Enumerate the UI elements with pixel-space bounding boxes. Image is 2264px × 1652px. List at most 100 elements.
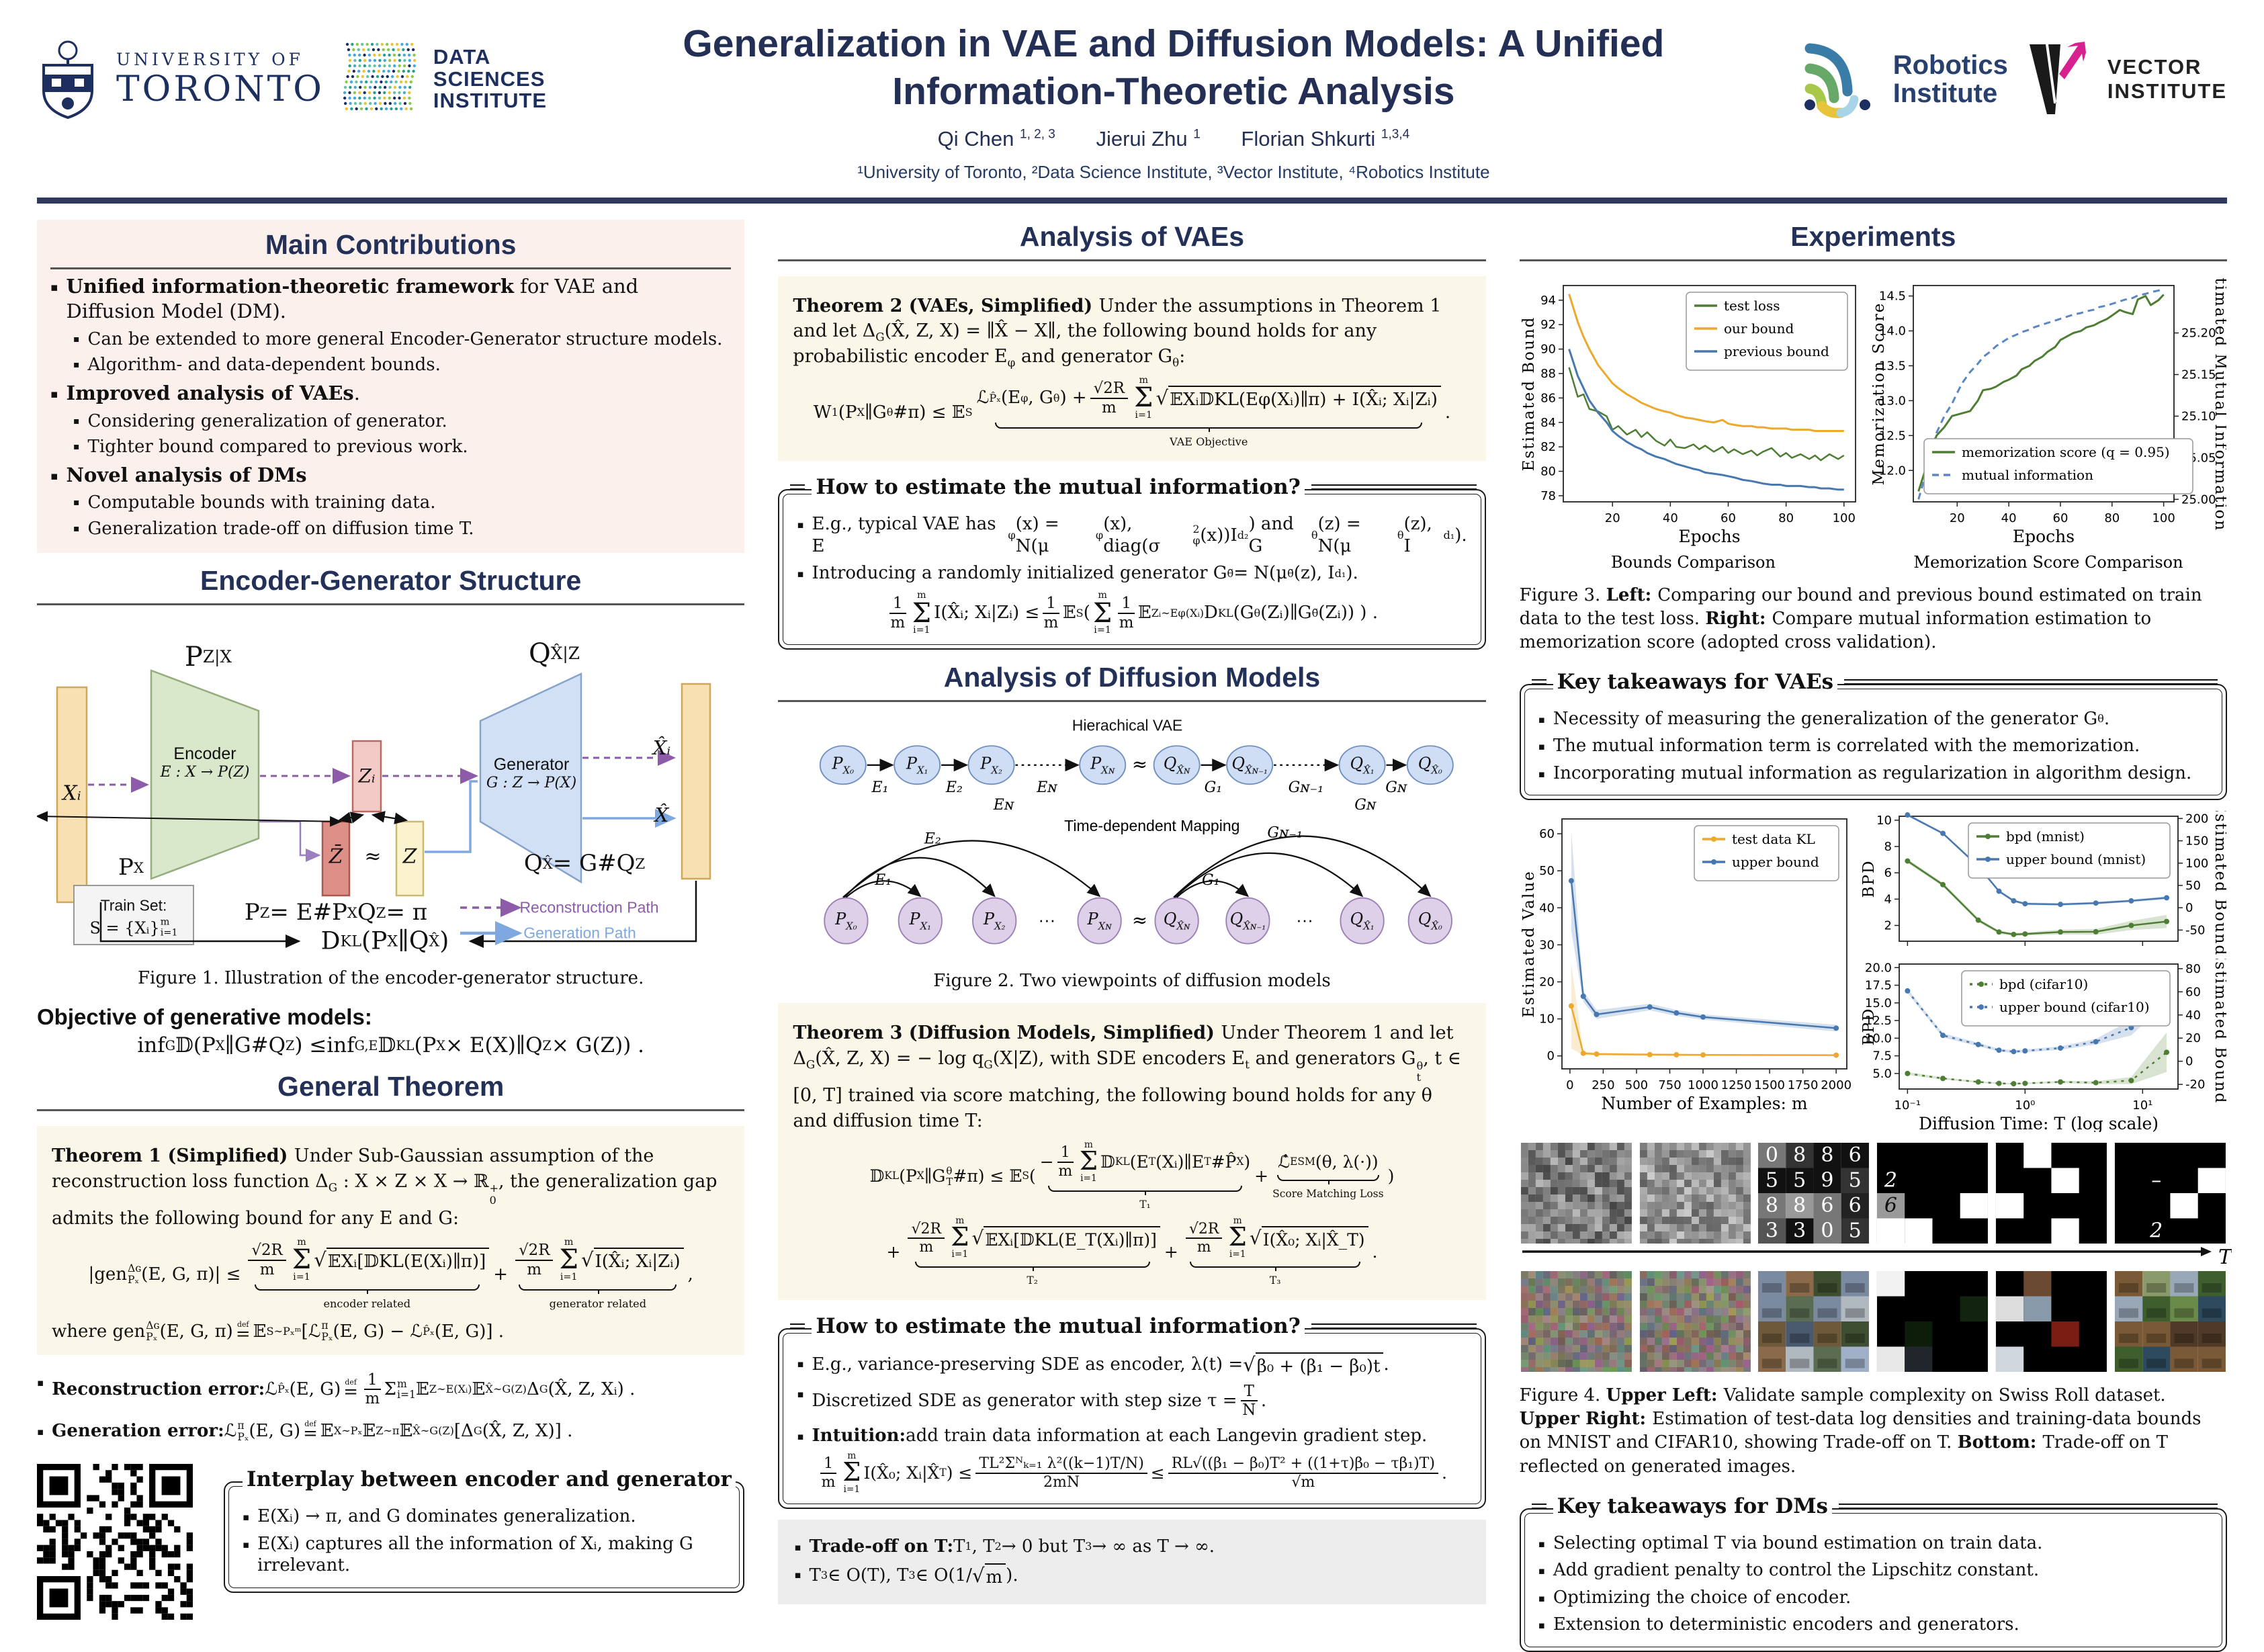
generated-sample-panel: –2 xyxy=(2114,1143,2227,1244)
svg-text:20: 20 xyxy=(2185,1032,2201,1046)
howto-vae-title: How to estimate the mutual information? xyxy=(812,475,1305,500)
svg-text:10.0: 10.0 xyxy=(1865,1032,1892,1046)
label-qx-formula: Q X̂ = G#Q Z xyxy=(523,850,646,877)
svg-text:E₁: E₁ xyxy=(874,873,891,889)
right-column: Experiments 78 80 82 84 86 88 90 92 94 20 40 60 80 10… xyxy=(1519,220,2233,1652)
svg-text:Memorization Score: Memorization Score xyxy=(1870,302,1888,485)
svg-text:3: 3 xyxy=(1766,1219,1778,1243)
svg-text:bpd (cifar10): bpd (cifar10) xyxy=(1999,976,2088,992)
experiments-title: Experiments xyxy=(1790,220,1956,252)
svg-text:14.5: 14.5 xyxy=(1879,289,1906,303)
svg-text:E₂: E₂ xyxy=(924,831,941,848)
svg-text:Gɴ: Gɴ xyxy=(1386,780,1408,797)
uoft-line2: TORONTO xyxy=(116,69,324,110)
svg-text:2000: 2000 xyxy=(1821,1078,1852,1092)
svg-text:6: 6 xyxy=(1849,1194,1862,1217)
header-divider xyxy=(37,197,2227,204)
svg-text:0: 0 xyxy=(1766,1143,1778,1167)
svg-text:100: 100 xyxy=(2152,511,2175,525)
vector-institute-icon xyxy=(2029,42,2086,114)
encoder-block-label: Encoder E : X → P(Z) xyxy=(161,744,250,781)
affiliations-line: ¹University of Toronto, ²Data Science In… xyxy=(857,161,1490,182)
svg-text:5: 5 xyxy=(1766,1169,1778,1192)
svg-text:QX̂₀: QX̂₀ xyxy=(1418,754,1442,777)
list-item: ▪ Introducing a randomly initialized gene… xyxy=(797,563,1358,584)
generated-sample-panel xyxy=(1520,1271,1633,1373)
list-item: ▪ E(Xᵢ) captures all the information of X… xyxy=(243,1533,693,1576)
svg-text:250: 250 xyxy=(1592,1078,1614,1092)
sample-image-panel: 26 xyxy=(1877,1143,1989,1244)
poster-title-line1: Generalization in VAE and Diffusion Mode… xyxy=(683,22,1665,65)
svg-text:80: 80 xyxy=(2104,511,2120,525)
figure-3-caption-text: Figure 3. Left: Comparing our bound and … xyxy=(1519,584,2202,652)
svg-text:Gɴ₋₁: Gɴ₋₁ xyxy=(1289,780,1323,797)
left-logos: UNIVERSITY OF TORONTO DATA SCIENCES INST… xyxy=(37,39,547,120)
encoder-generator-section: Encoder-Generator Structure xyxy=(37,564,745,609)
poster-title-line2: Information-Theoretic Analysis xyxy=(892,70,1455,114)
svg-text:40: 40 xyxy=(2185,1008,2201,1023)
dsi-flag-icon xyxy=(343,42,416,111)
theorem-1-body: Theorem 1 (Simplified) Under Sub-Gaussia… xyxy=(52,1145,717,1229)
theorem-1-box: Theorem 1 (Simplified) Under Sub-Gaussia… xyxy=(37,1126,745,1356)
theorem-1-where: where gen Δɢ Pₓ (E, G, π) def = 𝔼 S∼Pₓᵐ [ℒ π Pₓ… xyxy=(52,1319,505,1345)
svg-text:Diffusion Time: T (log scale): Diffusion Time: T (log scale) xyxy=(1919,1114,2159,1132)
svg-text:Epochs: Epochs xyxy=(2013,527,2075,546)
author-3-sup: 1,3,4 xyxy=(1381,127,1410,142)
takeaways-vae-title: Key takeaways for VAEs xyxy=(1553,669,1838,694)
howto-mi-dm-box: How to estimate the mutual information? … xyxy=(778,1313,1486,1510)
label-pzx: P Z|X xyxy=(184,642,232,673)
svg-text:2: 2 xyxy=(1884,1169,1897,1192)
generated-sample-panel xyxy=(1995,1143,2108,1244)
memorization-comparison-chart: 12.012.513.013.514.014.525.0025.0525.102… xyxy=(1870,276,2226,572)
svg-text:40: 40 xyxy=(1663,511,1678,525)
title-rule-left xyxy=(790,1323,806,1329)
svg-text:750: 750 xyxy=(1658,1078,1681,1092)
svg-text:0: 0 xyxy=(1821,1219,1834,1243)
contribution-subitem: ▪ Generalization trade-off on diffusion t… xyxy=(73,518,474,539)
svg-text:20: 20 xyxy=(1605,511,1620,525)
sample-image-panel xyxy=(2115,1271,2226,1373)
svg-text:500: 500 xyxy=(1625,1078,1648,1092)
author-1-sup: 1, 2, 3 xyxy=(1020,127,1055,142)
svg-text:≈: ≈ xyxy=(1132,753,1147,775)
svg-text:PX₁: PX₁ xyxy=(909,910,932,932)
cifar-bpd-chart: 5.0 7.5 10.0 12.5 15.0 17.5 20.0 -20 0 20 40 60 80 10… xyxy=(1860,959,2226,1132)
svg-text:upper bound: upper bound xyxy=(1732,854,1819,870)
svg-text:60: 60 xyxy=(1721,511,1736,525)
svg-text:Time-dependent Mapping: Time-dependent Mapping xyxy=(1064,818,1239,835)
svg-text:13.5: 13.5 xyxy=(1879,359,1906,373)
svg-text:···: ··· xyxy=(1039,911,1056,930)
dsi-line2: SCIENCES xyxy=(433,67,546,91)
section-rule xyxy=(37,1109,745,1111)
svg-text:Number of Examples: m: Number of Examples: m xyxy=(1601,1094,1808,1113)
svg-text:8: 8 xyxy=(1794,1194,1806,1217)
svg-text:upper bound (cifar10): upper bound (cifar10) xyxy=(1999,999,2150,1015)
title-rule-right xyxy=(1311,1323,1477,1329)
sample-image-panel xyxy=(1639,1143,1751,1244)
bounds-comparison-chart: 78 80 82 84 86 88 90 92 94 20 40 60 80 100 Epochs Estim… xyxy=(1520,284,1856,572)
sample-image-panel xyxy=(1520,1143,1632,1244)
list-item: ▪ Add gradient penalty to control the Lip… xyxy=(1538,1560,2040,1581)
trainset-title: Train Set: xyxy=(100,896,167,914)
authors-line: Qi Chen 1, 2, 3 Jierui Zhu 1 Florian Shk… xyxy=(560,127,1787,151)
encoder-map: E : X → P(Z) xyxy=(160,764,250,781)
svg-text:8: 8 xyxy=(1884,840,1891,854)
generator-map: G : Z → P(X) xyxy=(486,775,577,792)
figure-4-caption: Figure 4. Upper Left: Validate sample co… xyxy=(1520,1384,2227,1478)
label-qxz: Q X̂|Z xyxy=(528,638,580,670)
svg-text:88: 88 xyxy=(1540,366,1556,380)
svg-text:0: 0 xyxy=(1547,1049,1554,1063)
contribution-subitem: ▪ Algorithm- and data-dependent bounds. xyxy=(73,355,441,376)
svg-text:PX₀: PX₀ xyxy=(832,754,855,777)
svg-text:100: 100 xyxy=(2185,857,2208,871)
svg-text:80: 80 xyxy=(1778,511,1794,525)
svg-text:100: 100 xyxy=(1832,511,1855,525)
svg-text:Hierachical VAE: Hierachical VAE xyxy=(1072,717,1182,734)
figure-1-diagram: P Z|X Q X̂|Z Xᵢ Encoder E : X → P(Z) Zᵢ Ge… xyxy=(37,620,729,956)
